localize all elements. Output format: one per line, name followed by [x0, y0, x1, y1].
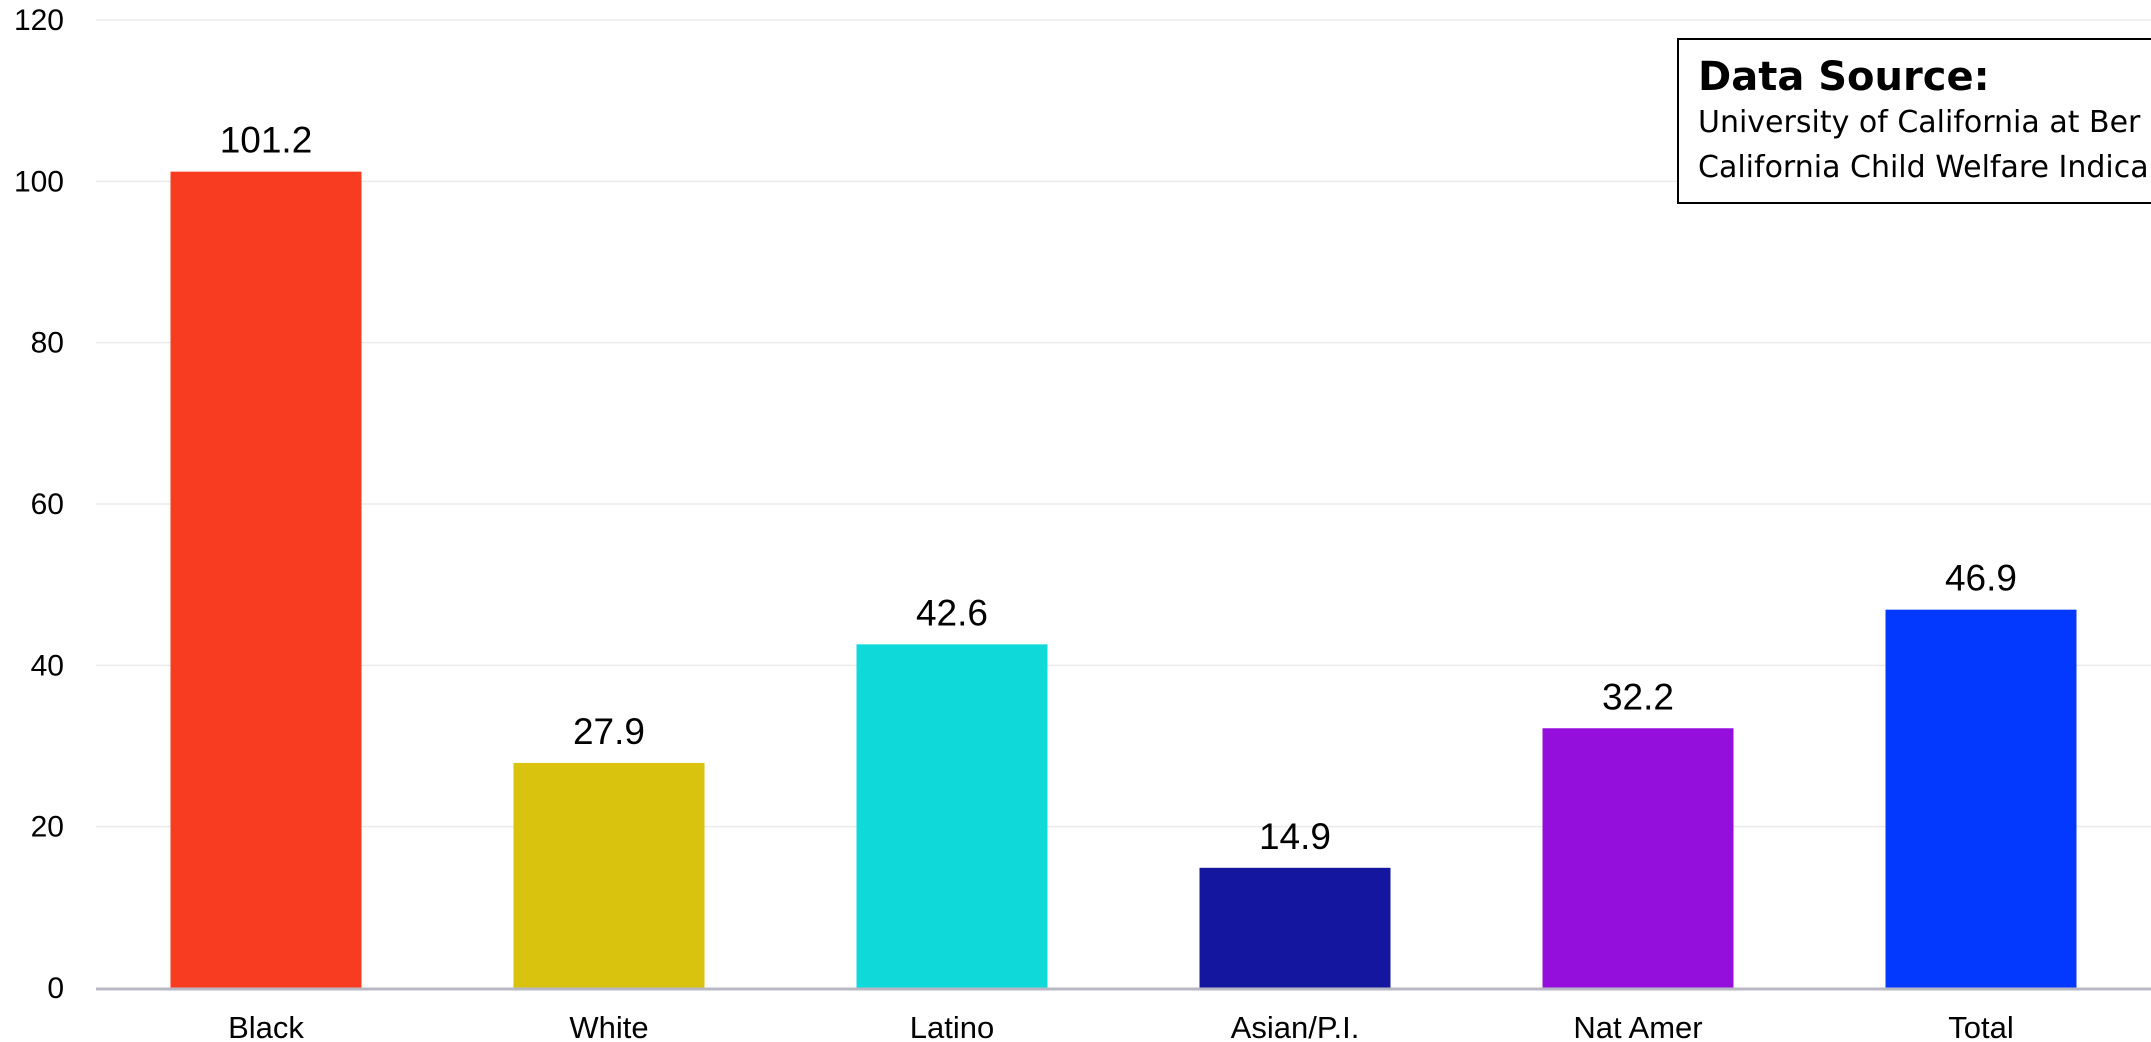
x-tick-label: Nat Amer [1573, 1010, 1702, 1042]
y-tick-label: 60 [31, 488, 64, 521]
x-tick-label: Total [1948, 1010, 2013, 1042]
data-source-box: Data Source: University of California at… [1677, 38, 2151, 204]
bar-nat-amer [1542, 728, 1734, 988]
x-tick-label: White [569, 1010, 648, 1042]
y-tick-label: 20 [31, 811, 64, 844]
data-label: 101.2 [220, 120, 313, 161]
data-label: 27.9 [573, 711, 645, 752]
data-label: 46.9 [1945, 558, 2017, 599]
x-axis-labels: Black White Latino Asian/P.I. Nat Amer Total [228, 1010, 2014, 1042]
bars [170, 171, 2077, 989]
gridlines [96, 19, 2151, 828]
y-tick-label: 120 [14, 4, 64, 37]
bar-latino [856, 644, 1048, 988]
data-label: 42.6 [916, 592, 988, 633]
data-source-line-1: University of California at Ber [1698, 105, 2141, 140]
x-tick-label: Black [228, 1010, 304, 1042]
y-tick-label: 80 [31, 327, 64, 360]
x-tick-label: Asian/P.I. [1231, 1010, 1360, 1042]
y-tick-label: 100 [14, 165, 64, 198]
data-label: 14.9 [1259, 816, 1331, 857]
data-source-title: Data Source: [1698, 54, 1990, 100]
y-tick-label: 40 [31, 649, 64, 682]
x-tick-label: Latino [910, 1010, 994, 1042]
bar-asian-p-i- [1199, 867, 1391, 988]
bar-black [170, 171, 362, 989]
bar-total [1885, 609, 2077, 988]
y-tick-label: 0 [47, 972, 64, 1005]
bar-white [513, 762, 705, 988]
data-source-line-2: California Child Welfare Indica [1698, 150, 2149, 185]
y-axis-ticks: 0 20 40 60 80 100 120 [14, 4, 64, 1005]
data-labels: 101.2 27.9 42.6 14.9 32.2 46.9 [220, 120, 2017, 857]
data-label: 32.2 [1602, 676, 1674, 717]
